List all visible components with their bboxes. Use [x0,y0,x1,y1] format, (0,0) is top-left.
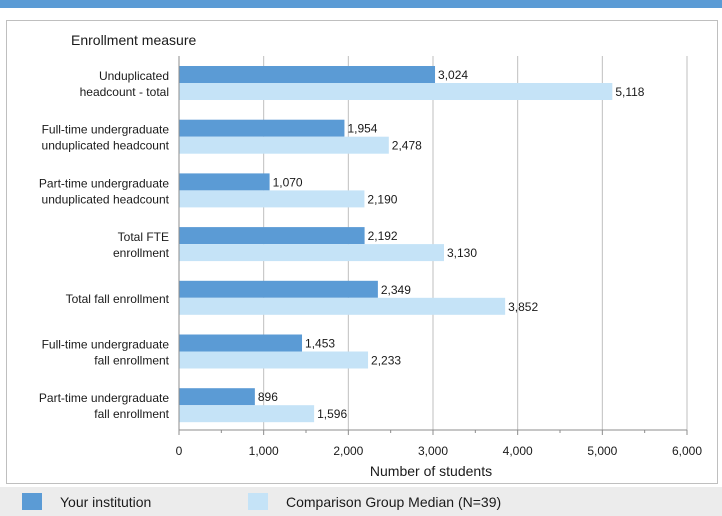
bar-comparison-median [179,136,389,154]
bar-comparison-median [179,405,315,423]
x-tick-label: 1,000 [249,444,279,458]
category-label: Part-time undergraduate [39,391,169,405]
category-label: unduplicated headcount [42,192,170,206]
category-label: Full-time undergraduate [42,123,170,137]
bar-your-institution [179,334,303,352]
bar-comparison-median [179,190,365,208]
x-tick-label: 0 [176,444,183,458]
legend-item-comparison-median: Comparison Group Median (N=39) [248,493,501,510]
data-label: 2,190 [367,192,397,206]
x-tick-label: 3,000 [418,444,448,458]
category-label: Unduplicated [99,69,169,83]
category-label: Full-time undergraduate [42,338,170,352]
data-label: 2,192 [368,229,398,243]
category-label: fall enrollment [94,354,169,368]
x-tick-label: 5,000 [587,444,617,458]
legend-label-comparison-median: Comparison Group Median (N=39) [286,493,502,510]
data-label: 3,024 [438,68,468,82]
data-label: 3,852 [508,300,538,314]
legend-swatch-comparison-median [248,493,268,510]
data-label: 1,070 [273,175,303,189]
category-axis-title: Enrollment measure [71,32,196,48]
category-label: Total FTE [118,230,169,244]
data-label: 2,233 [371,354,401,368]
x-tick-label: 2,000 [333,444,363,458]
bar-comparison-median [179,297,506,315]
legend-item-your-institution: Your institution [22,493,151,510]
x-tick-label: 4,000 [503,444,533,458]
category-label: headcount - total [80,85,169,99]
bar-comparison-median [179,351,369,369]
bar-comparison-median [179,83,613,100]
category-label: unduplicated headcount [42,139,170,153]
chart-legend: Your institution Comparison Group Median… [0,487,722,516]
data-label: 2,478 [392,139,422,153]
bar-your-institution [179,119,345,137]
data-label: 5,118 [615,85,644,99]
bar-your-institution [179,66,436,83]
data-label: 1,954 [347,122,377,136]
x-axis-title: Number of students [370,463,492,479]
data-label: 896 [258,390,278,404]
bar-your-institution [179,280,378,298]
category-label: Part-time undergraduate [39,176,169,190]
data-label: 1,453 [305,337,335,351]
legend-label-your-institution: Your institution [60,493,152,510]
category-label: enrollment [113,246,170,260]
category-label: Total fall enrollment [66,292,170,306]
bar-comparison-median [179,244,445,262]
data-label: 2,349 [381,283,411,297]
top-accent-bar [0,0,722,8]
bar-your-institution [179,227,365,245]
category-label: fall enrollment [94,407,169,421]
enrollment-bar-chart: Enrollment measure 3,024 5,118 Unduplicated… [39,32,702,479]
bar-your-institution [179,388,255,406]
data-label: 1,596 [317,407,347,421]
x-tick-label: 6,000 [672,444,702,458]
data-label: 3,130 [447,246,477,260]
bar-your-institution [179,173,270,191]
chart-frame: Enrollment measure 3,024 5,118 Unduplicated… [6,20,718,484]
legend-swatch-your-institution [22,493,42,510]
